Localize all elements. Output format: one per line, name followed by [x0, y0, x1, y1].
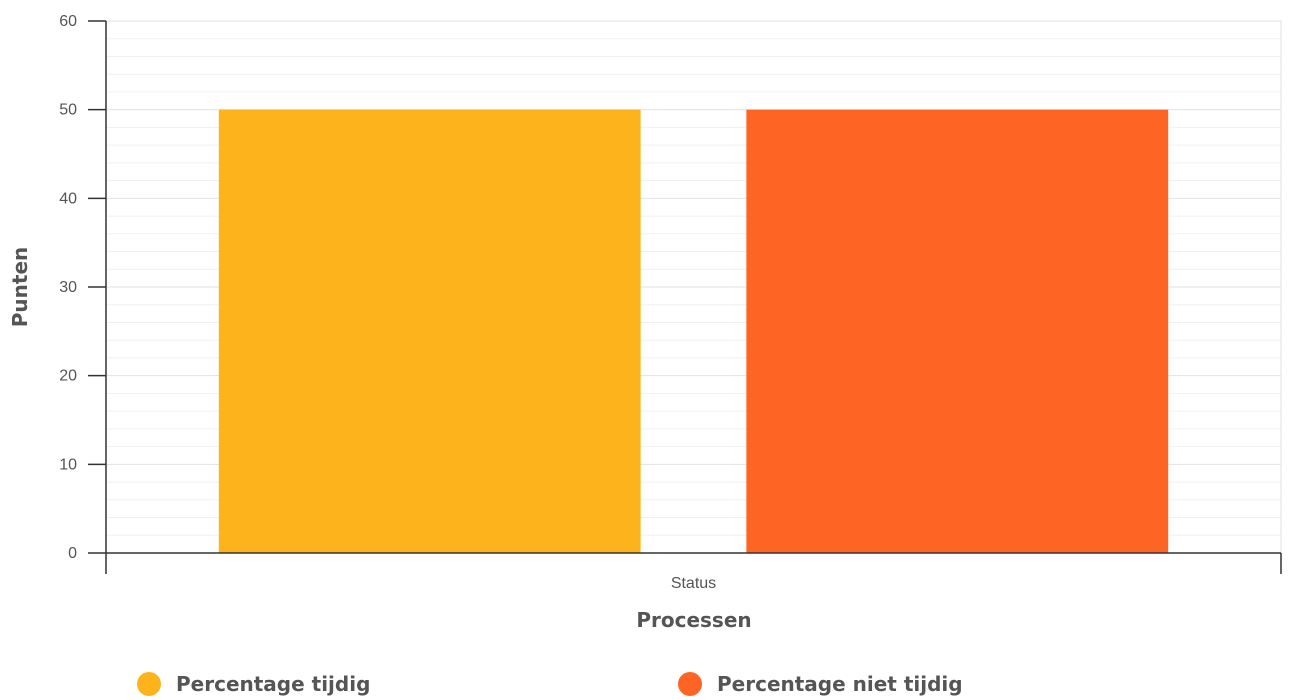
- y-tick-label: 20: [59, 368, 77, 385]
- y-axis-ticks: 0 10 20 30 40 50 60: [59, 13, 106, 562]
- y-tick-label: 30: [59, 279, 77, 296]
- legend-label-2: Percentage niet tijdig: [717, 672, 963, 696]
- y-axis-title: Punten: [8, 247, 32, 328]
- bars: [218, 109, 1169, 554]
- x-axis-title: Processen: [636, 608, 751, 632]
- y-tick-label: 50: [59, 102, 77, 119]
- x-category-label: Status: [671, 575, 716, 592]
- x-axis-categories: Status: [671, 575, 716, 592]
- bar-percentage-tijdig: [218, 109, 641, 554]
- legend-marker-2: [678, 672, 702, 696]
- legend-marker-1: [137, 672, 161, 696]
- y-tick-label: 40: [59, 190, 77, 207]
- bar-percentage-niet-tijdig: [746, 109, 1169, 554]
- y-tick-label: 0: [68, 545, 77, 562]
- y-tick-label: 10: [59, 456, 77, 473]
- y-tick-label: 60: [59, 13, 77, 30]
- legend-label-1: Percentage tijdig: [176, 672, 370, 696]
- legend: Percentage tijdig Percentage niet tijdig: [137, 672, 963, 696]
